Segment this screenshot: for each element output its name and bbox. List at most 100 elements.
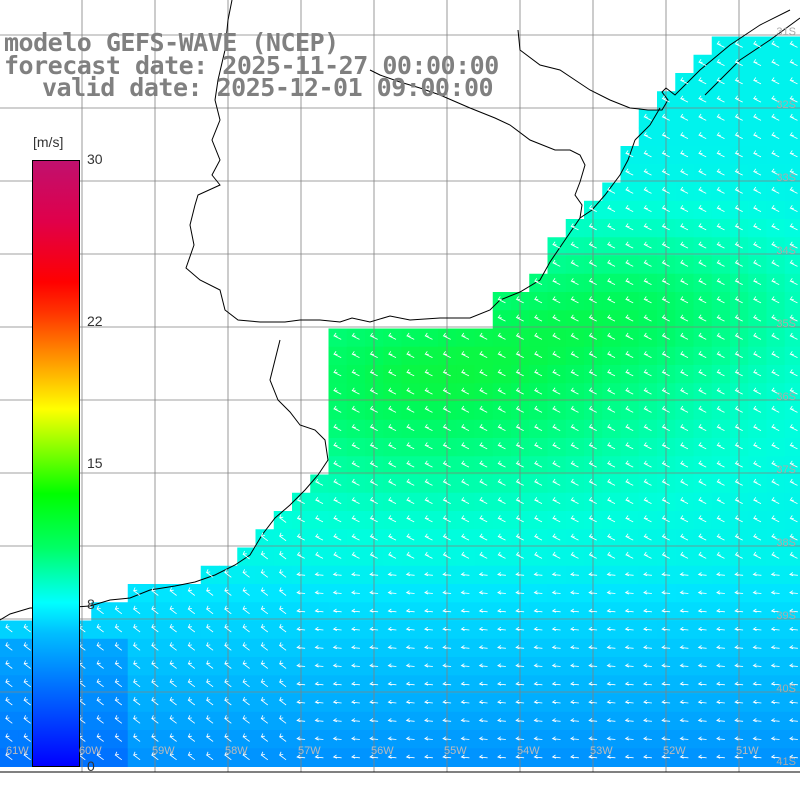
wind-arrow — [169, 715, 177, 724]
wind-arrow — [624, 608, 634, 613]
wind-arrow — [570, 296, 579, 304]
wind-arrow — [661, 699, 671, 704]
wind-arrow — [716, 533, 725, 541]
wind-arrow — [224, 715, 232, 724]
wind-arrow — [679, 663, 689, 668]
wind-arrow — [169, 696, 177, 706]
wind-arrow — [643, 533, 652, 541]
wind-arrow — [643, 186, 652, 194]
wind-arrow — [224, 751, 232, 761]
wind-arrow — [716, 259, 725, 267]
wind-arrow — [497, 387, 506, 395]
wind-arrow — [789, 314, 798, 322]
wind-arrow — [5, 623, 13, 633]
wind-arrow — [698, 223, 707, 231]
wind-arrow — [533, 736, 543, 741]
wind-arrow — [369, 497, 378, 504]
wind-arrow — [661, 736, 671, 741]
wind-arrow — [588, 533, 597, 541]
wind-arrow — [588, 572, 598, 577]
wind-arrow — [279, 678, 287, 688]
coastline-northeast — [517, 9, 791, 111]
wind-arrow — [734, 497, 743, 504]
wind-arrow — [552, 259, 561, 267]
wind-arrow — [314, 645, 324, 650]
wind-arrow — [5, 751, 13, 761]
wind-speed-cell — [784, 73, 800, 92]
wind-arrow — [734, 132, 743, 139]
wind-arrow — [497, 608, 506, 613]
wind-arrow — [478, 626, 488, 631]
longitude-label: 59W — [152, 745, 175, 757]
wind-arrow — [789, 497, 798, 504]
wind-arrow — [661, 754, 671, 759]
wind-arrow — [570, 387, 579, 395]
wind-arrow — [753, 551, 762, 559]
wind-arrow — [680, 314, 689, 322]
wind-arrow — [351, 736, 360, 741]
wind-arrow — [333, 533, 342, 541]
wind-arrow — [680, 113, 689, 121]
wind-arrow — [698, 332, 707, 340]
wind-arrow — [789, 424, 798, 431]
wind-arrow — [625, 332, 634, 340]
wind-arrow — [771, 59, 780, 66]
wind-arrow — [643, 626, 652, 631]
wind-arrow — [206, 642, 214, 651]
wind-arrow — [771, 351, 780, 358]
wind-arrow — [698, 442, 707, 450]
wind-arrow — [114, 642, 123, 651]
wind-arrow — [187, 605, 196, 615]
wind-arrow — [442, 645, 452, 650]
wind-arrow — [315, 533, 324, 541]
wind-arrow — [607, 241, 616, 249]
wind-arrow — [206, 587, 214, 596]
wind-arrow — [734, 442, 743, 450]
wind-arrow — [260, 623, 269, 633]
wind-arrow — [697, 681, 707, 686]
wind-arrow — [734, 387, 743, 395]
wind-arrow — [661, 186, 670, 194]
longitude-label: 60W — [79, 745, 102, 757]
wind-arrow — [716, 645, 725, 650]
wind-arrow — [770, 590, 780, 595]
wind-arrow — [789, 754, 798, 759]
wind-arrow — [424, 424, 433, 431]
wind-arrow — [607, 442, 616, 450]
wind-arrow — [442, 718, 452, 723]
wind-arrow — [624, 754, 634, 759]
wind-arrow — [369, 424, 378, 431]
wind-arrow — [789, 533, 798, 541]
wind-arrow — [753, 259, 762, 267]
wind-arrow — [442, 332, 451, 340]
wind-arrow — [625, 351, 634, 358]
wind-arrow — [680, 533, 689, 541]
wind-arrow — [533, 663, 543, 668]
wind-speed-cell — [784, 109, 800, 129]
wind-arrow — [607, 369, 616, 377]
wind-arrow — [680, 515, 689, 523]
wind-arrow — [625, 551, 634, 559]
wind-arrow — [515, 515, 524, 523]
wind-arrow — [789, 663, 798, 668]
wind-arrow — [369, 699, 379, 704]
wind-arrow — [533, 699, 543, 704]
wind-arrow — [296, 681, 306, 686]
wind-arrow — [716, 497, 725, 504]
wind-arrow — [296, 626, 306, 631]
wind-arrow — [387, 736, 397, 741]
wind-arrow — [461, 533, 470, 541]
wind-arrow — [515, 681, 525, 686]
wind-arrow — [151, 678, 159, 688]
wind-arrow — [296, 699, 306, 704]
wind-arrow — [734, 699, 744, 704]
wind-arrow — [734, 113, 743, 121]
wind-arrow — [570, 718, 579, 723]
wind-arrow — [789, 626, 798, 631]
wind-arrow — [570, 424, 579, 431]
wind-arrow — [643, 754, 652, 759]
wind-arrow — [114, 623, 123, 633]
wind-arrow — [753, 369, 762, 377]
wind-arrow — [314, 754, 324, 759]
latitude-label: 36S — [776, 391, 796, 403]
